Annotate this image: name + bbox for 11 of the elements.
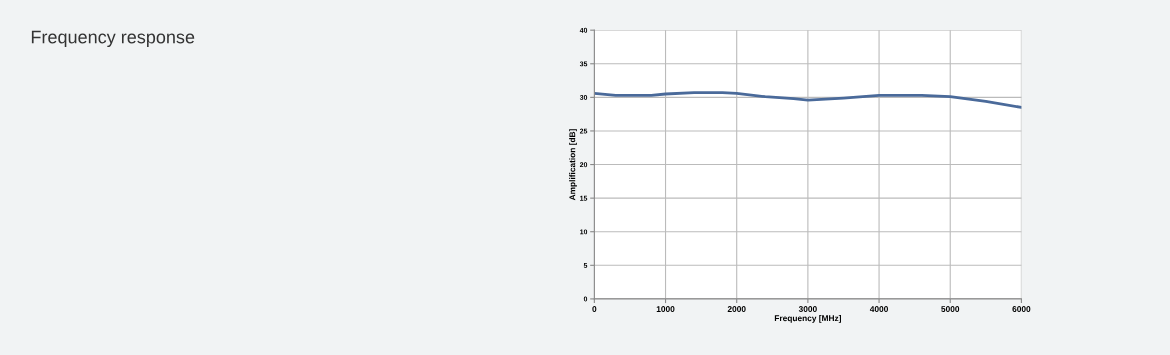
x-tick-label: 6000 <box>1012 306 1031 312</box>
x-tick-label: 1000 <box>656 306 675 312</box>
x-tick-label: 0 <box>592 306 597 312</box>
x-tick-label: 4000 <box>869 306 888 312</box>
x-axis-title: Frequency [MHz] <box>774 315 841 323</box>
text: Frequency response <box>31 30 195 48</box>
x-tick-label: 2000 <box>727 306 746 312</box>
x-tick-label: 3000 <box>798 306 817 312</box>
x-tick-label: 5000 <box>941 306 960 312</box>
y-axis-title: Amplification [dB] <box>569 129 577 201</box>
line-series <box>594 91 1022 109</box>
